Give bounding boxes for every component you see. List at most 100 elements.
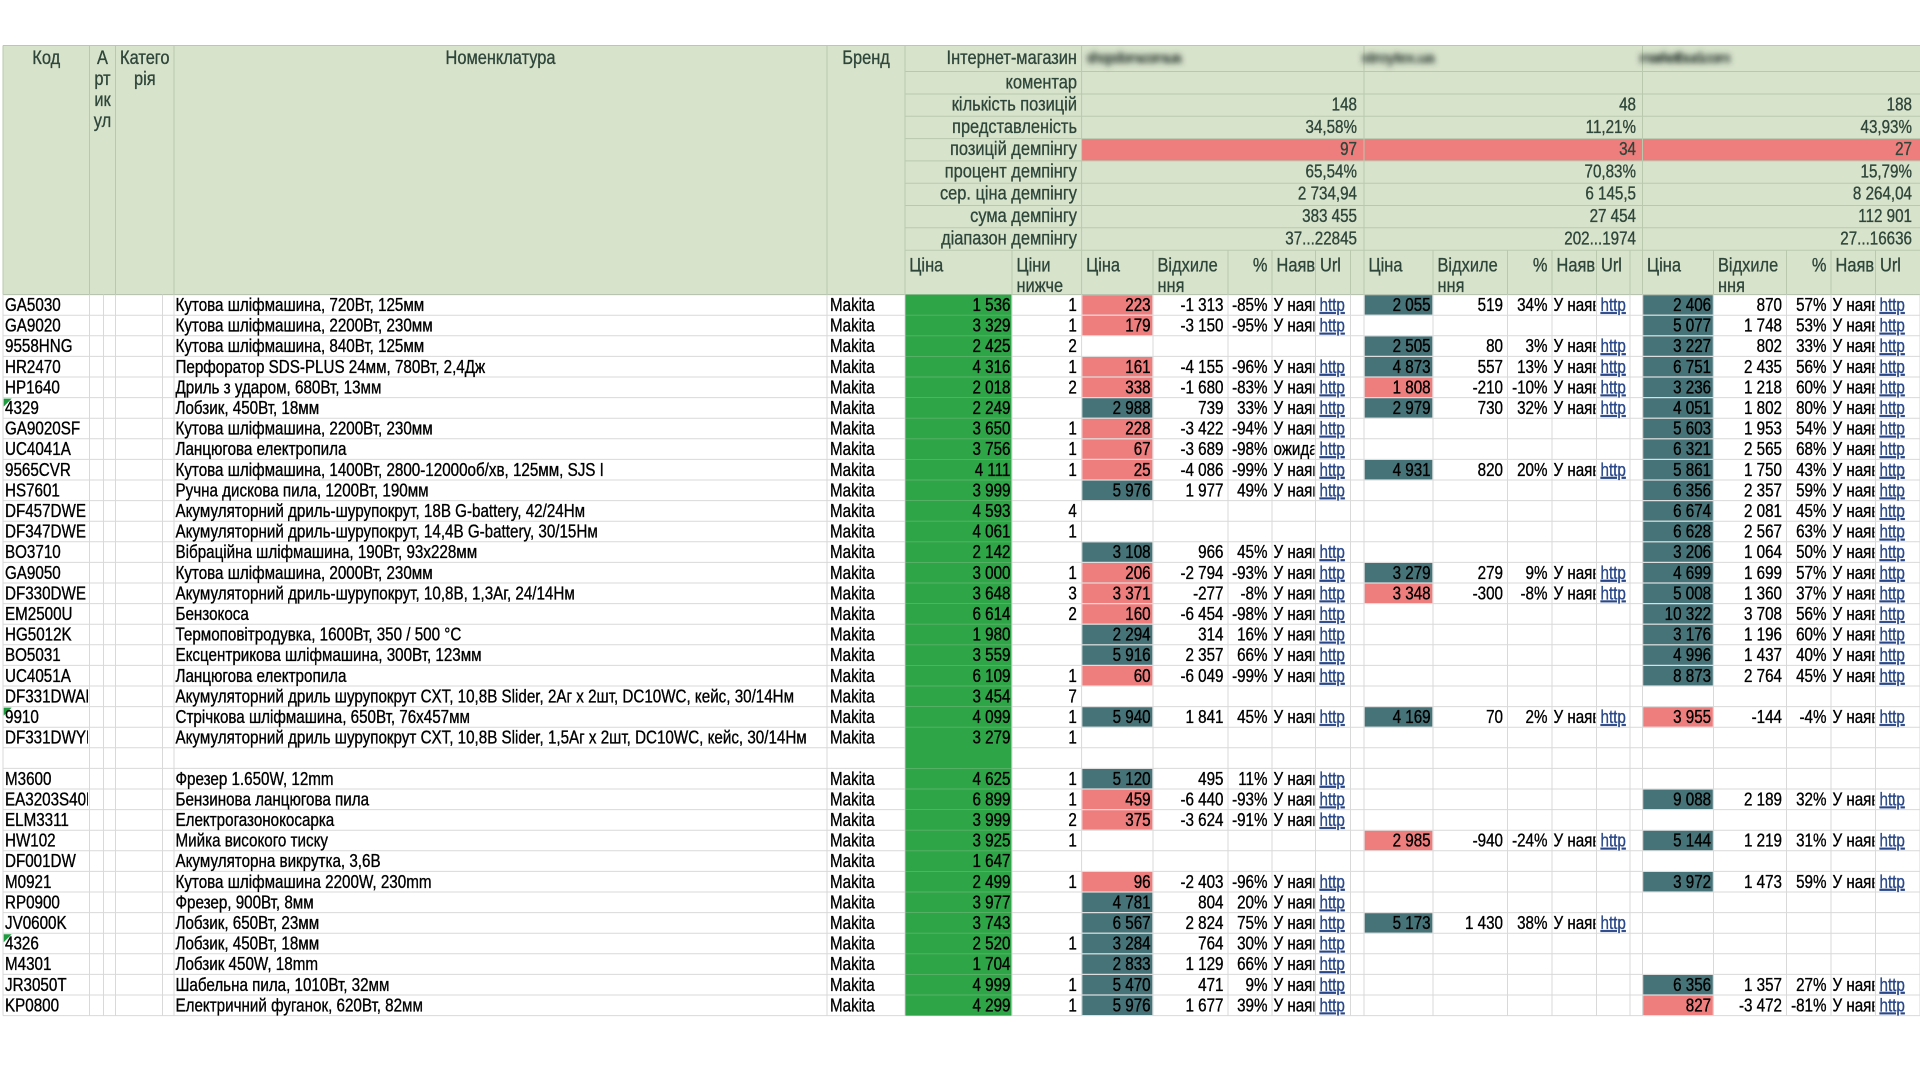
svg-text:Акумуляторний дриль-шурупокрут: Акумуляторний дриль-шурупокрут, 14,4В G-… bbox=[176, 521, 598, 542]
svg-text:1: 1 bbox=[1068, 975, 1076, 996]
svg-text:marketbud.com: marketbud.com bbox=[1639, 50, 1731, 67]
svg-text:-24%: -24% bbox=[1512, 830, 1548, 851]
svg-text:Makita: Makita bbox=[830, 645, 875, 666]
svg-text:188: 188 bbox=[1887, 94, 1912, 115]
svg-text:43,93%: 43,93% bbox=[1861, 117, 1913, 138]
svg-text:Makita: Makita bbox=[830, 315, 875, 336]
svg-text:56%: 56% bbox=[1796, 604, 1826, 625]
svg-text:Кутова шліфмашина, 1400Вт, 280: Кутова шліфмашина, 1400Вт, 2800-12000об/… bbox=[176, 460, 604, 481]
svg-text:Електрогазонокосарка: Електрогазонокосарка bbox=[176, 810, 335, 831]
svg-text:У наявності: У наявності bbox=[1274, 315, 1356, 336]
svg-text:У наявності: У наявності bbox=[1274, 295, 1356, 316]
svg-text:6 628: 6 628 bbox=[1673, 521, 1711, 542]
svg-text:112 901: 112 901 bbox=[1858, 206, 1912, 227]
svg-text:471: 471 bbox=[1198, 975, 1223, 996]
svg-text:Url: Url bbox=[1320, 254, 1341, 276]
svg-text:-6 049: -6 049 bbox=[1180, 666, 1223, 687]
svg-text:Makita: Makita bbox=[830, 666, 875, 687]
svg-text:Makita: Makita bbox=[830, 810, 875, 831]
svg-text:http: http bbox=[1320, 563, 1345, 584]
svg-text:804: 804 bbox=[1198, 892, 1223, 913]
svg-text:966: 966 bbox=[1198, 542, 1223, 563]
svg-text:У наявності: У наявності bbox=[1274, 995, 1356, 1016]
svg-text:http: http bbox=[1880, 418, 1905, 439]
svg-text:http: http bbox=[1320, 604, 1345, 625]
svg-text:63%: 63% bbox=[1796, 521, 1826, 542]
svg-text:34,58%: 34,58% bbox=[1306, 117, 1358, 138]
svg-text:1: 1 bbox=[1068, 995, 1076, 1016]
svg-text:2 520: 2 520 bbox=[973, 933, 1011, 954]
svg-text:-300: -300 bbox=[1473, 583, 1503, 604]
svg-text:діапазон демпінгу: діапазон демпінгу bbox=[941, 227, 1078, 249]
svg-text:Makita: Makita bbox=[830, 521, 875, 542]
svg-text:3 279: 3 279 bbox=[1393, 563, 1431, 584]
svg-text:50%: 50% bbox=[1796, 542, 1826, 563]
svg-text:802: 802 bbox=[1757, 336, 1782, 357]
svg-text:http: http bbox=[1601, 583, 1626, 604]
svg-text:3 227: 3 227 bbox=[1673, 336, 1711, 357]
svg-text:6 567: 6 567 bbox=[1113, 913, 1151, 934]
svg-text:Url: Url bbox=[1880, 254, 1901, 276]
svg-text:ння: ння bbox=[1438, 275, 1465, 297]
svg-text:-96%: -96% bbox=[1232, 357, 1268, 378]
svg-text:У наявності: У наявності bbox=[1274, 583, 1356, 604]
svg-text:Лобзик 450W, 18mm: Лобзик 450W, 18mm bbox=[176, 954, 318, 975]
svg-text:-81%: -81% bbox=[1791, 995, 1827, 1016]
svg-text:9%: 9% bbox=[1246, 975, 1268, 996]
svg-text:-1 313: -1 313 bbox=[1180, 295, 1223, 316]
svg-text:5 120: 5 120 bbox=[1113, 769, 1151, 790]
svg-text:-98%: -98% bbox=[1232, 604, 1268, 625]
svg-text:2 142: 2 142 bbox=[973, 542, 1011, 563]
svg-text:http: http bbox=[1880, 398, 1905, 419]
svg-text:2%: 2% bbox=[1526, 707, 1548, 728]
svg-text:коментар: коментар bbox=[1006, 71, 1077, 93]
svg-text:http: http bbox=[1880, 645, 1905, 666]
svg-text:1 750: 1 750 bbox=[1744, 460, 1782, 481]
svg-text:Код: Код bbox=[32, 47, 60, 69]
svg-text:У наявності: У наявності bbox=[1833, 563, 1915, 584]
svg-text:3 329: 3 329 bbox=[973, 315, 1011, 336]
svg-text:RP0900: RP0900 bbox=[5, 892, 60, 913]
svg-text:Акумуляторний дриль-шурупокрут: Акумуляторний дриль-шурупокрут, 10,8В, 1… bbox=[176, 583, 575, 604]
svg-text:У наявності: У наявності bbox=[1274, 542, 1356, 563]
svg-text:У наявності: У наявності bbox=[1833, 418, 1915, 439]
svg-text:2 505: 2 505 bbox=[1393, 336, 1431, 357]
svg-text:У наявності: У наявності bbox=[1274, 563, 1356, 584]
svg-text:4 593: 4 593 bbox=[973, 501, 1011, 522]
svg-text:16%: 16% bbox=[1237, 624, 1267, 645]
svg-text:-6 454: -6 454 bbox=[1180, 604, 1223, 625]
svg-text:97: 97 bbox=[1340, 139, 1357, 160]
svg-text:http: http bbox=[1880, 542, 1905, 563]
svg-text:http: http bbox=[1320, 398, 1345, 419]
svg-text:2 055: 2 055 bbox=[1393, 295, 1431, 316]
svg-text:4 625: 4 625 bbox=[973, 769, 1011, 790]
svg-text:39%: 39% bbox=[1237, 995, 1267, 1016]
svg-text:Інтернет-магазин: Інтернет-магазин bbox=[947, 47, 1077, 69]
svg-text:ожидается: ожидается bbox=[1274, 439, 1349, 460]
svg-text:3 955: 3 955 bbox=[1673, 707, 1711, 728]
svg-text:161: 161 bbox=[1125, 357, 1150, 378]
svg-text:http: http bbox=[1601, 377, 1626, 398]
svg-text:http: http bbox=[1880, 295, 1905, 316]
svg-text:38%: 38% bbox=[1517, 913, 1547, 934]
svg-text:60%: 60% bbox=[1796, 377, 1826, 398]
svg-text:739: 739 bbox=[1198, 398, 1223, 419]
svg-text:2 357: 2 357 bbox=[1186, 645, 1224, 666]
svg-text:У наявності: У наявності bbox=[1554, 913, 1636, 934]
svg-text:HP1640: HP1640 bbox=[5, 377, 60, 398]
svg-text:http: http bbox=[1320, 480, 1345, 501]
svg-text:2 294: 2 294 bbox=[1113, 624, 1151, 645]
svg-text:9%: 9% bbox=[1526, 563, 1548, 584]
svg-text:DF457DWE: DF457DWE bbox=[5, 501, 86, 522]
svg-text:-3 624: -3 624 bbox=[1180, 810, 1223, 831]
svg-text:3 708: 3 708 bbox=[1744, 604, 1782, 625]
svg-text:5 976: 5 976 bbox=[1113, 480, 1151, 501]
svg-text:3 999: 3 999 bbox=[973, 810, 1011, 831]
svg-text:-144: -144 bbox=[1752, 707, 1782, 728]
svg-text:6 109: 6 109 bbox=[973, 666, 1011, 687]
svg-text:Ланцюгова електропила: Ланцюгова електропила bbox=[176, 666, 348, 687]
svg-text:6 751: 6 751 bbox=[1673, 357, 1711, 378]
svg-text:Makita: Makita bbox=[830, 954, 875, 975]
svg-text:60%: 60% bbox=[1796, 624, 1826, 645]
svg-text:сума демпінгу: сума демпінгу bbox=[970, 205, 1078, 227]
